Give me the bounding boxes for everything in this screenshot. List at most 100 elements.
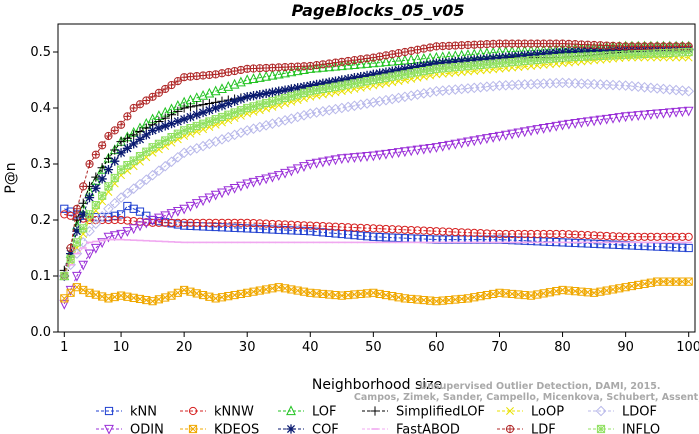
data-point [286,66,297,77]
data-point [66,211,75,220]
data-point [72,238,82,247]
data-point [571,230,580,239]
data-point [249,224,258,233]
data-point [526,229,536,239]
data-point [457,56,467,66]
data-point [646,232,655,241]
data-point [665,232,674,241]
data-point [110,215,119,225]
data-point [306,87,315,96]
data-point [634,232,643,241]
data-point [293,226,302,235]
data-point [388,72,397,81]
data-point [444,227,454,236]
data-point [123,112,132,121]
data-point [72,204,82,213]
data-point [91,172,101,182]
data-point [426,65,435,75]
data-point [224,218,233,227]
data-point [260,120,272,131]
data-point [103,203,114,215]
data-point [122,143,132,153]
legend-item-kdeos: KDEOS [180,423,259,434]
data-point [431,58,442,68]
data-point [166,156,177,168]
data-point [601,114,612,125]
data-point [387,148,398,159]
data-point [356,55,365,64]
data-point [362,58,372,68]
data-point [595,115,606,126]
data-point [186,221,195,230]
data-point [520,56,529,66]
legend-item-ldof: LDOF [588,405,657,420]
data-point [311,79,322,90]
data-point [375,52,384,61]
data-point [538,124,549,134]
y-tick-label: 0.0 [30,325,51,340]
legend-item-ldf: LDF [497,423,556,434]
data-point [481,134,492,144]
data-point [223,186,234,197]
data-point [198,218,208,227]
data-point [217,112,227,122]
legend-label: LDOF [622,405,657,420]
data-point [224,110,233,119]
data-point [267,87,278,97]
legend-item-lof: LOF [278,405,337,420]
data-point [533,55,542,64]
x-tick-label: 90 [617,340,634,355]
data-point [78,198,88,208]
data-point [104,131,113,141]
data-point [129,204,138,213]
data-point [557,120,568,131]
data-point [249,102,258,111]
data-point [279,115,291,126]
x-tick-label: 60 [428,340,445,355]
data-point [539,229,548,239]
data-point [122,227,133,237]
data-point [633,111,644,121]
data-point [355,152,366,163]
data-point [97,174,107,184]
data-point [173,106,183,116]
data-point [400,225,409,234]
legend-label: LDF [531,423,556,434]
data-point [217,101,227,111]
data-point [482,229,491,238]
data-point [451,227,460,237]
data-point [369,75,378,85]
data-point [330,103,341,115]
data-point [192,218,201,227]
data-point [274,86,284,96]
data-point [317,106,329,117]
data-point [381,149,391,160]
data-point [407,69,416,78]
data-point [261,174,272,185]
data-point [683,85,695,97]
data-point [375,68,385,78]
data-point [186,218,195,227]
data-point [305,63,316,73]
data-point [180,218,189,227]
data-point [342,101,354,113]
data-point [96,210,108,222]
data-point [658,83,669,95]
data-point [589,231,599,240]
data-point [488,53,498,63]
data-point [374,95,385,107]
data-point [513,51,524,61]
data-point [312,227,321,236]
data-point [305,81,315,91]
data-point [336,60,347,71]
y-tick-label: 0.2 [30,213,51,228]
data-point [136,100,144,108]
data-point [129,139,139,149]
data-point [653,232,662,241]
data-point [381,56,391,67]
data-point [79,182,87,190]
data-point [141,218,152,229]
data-point [230,223,239,232]
data-point [60,210,69,219]
x-tick-label: 30 [239,340,256,355]
